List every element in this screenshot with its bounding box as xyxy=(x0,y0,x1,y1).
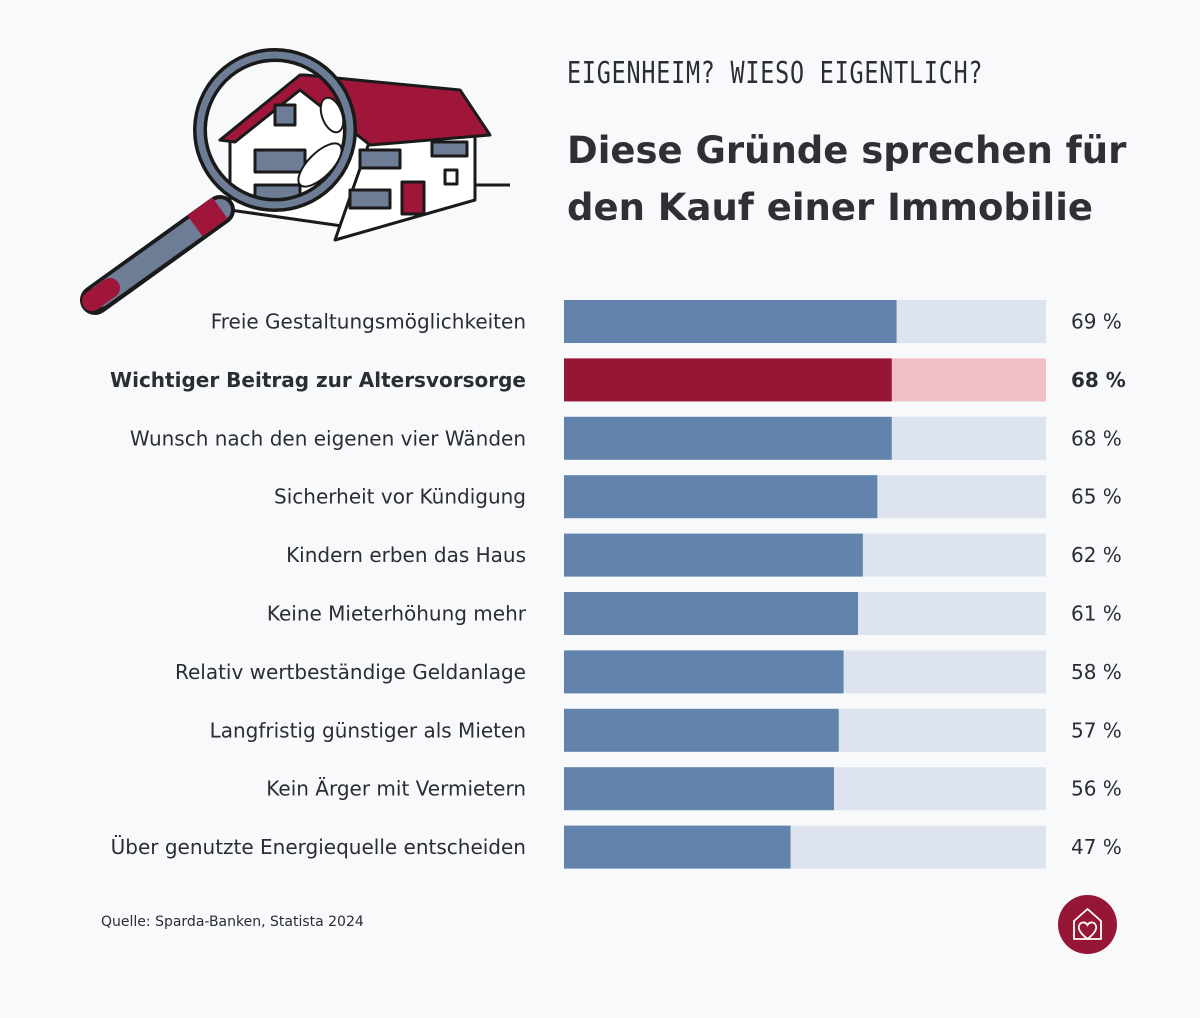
value-label: 58 % xyxy=(1071,660,1122,684)
category-label: Wichtiger Beitrag zur Altersvorsorge xyxy=(110,368,526,392)
category-label: Über genutzte Energiequelle entscheiden xyxy=(111,835,526,859)
value-label: 62 % xyxy=(1071,543,1122,567)
bar xyxy=(564,358,892,402)
category-label: Wunsch nach den eigenen vier Wänden xyxy=(130,426,526,450)
source-note: Quelle: Sparda-Banken, Statista 2024 xyxy=(101,914,364,930)
bar xyxy=(564,767,834,811)
magnifying-glass-icon xyxy=(80,48,357,315)
bar xyxy=(564,300,897,343)
category-label: Langfristig günstiger als Mieten xyxy=(210,718,526,742)
value-label: 56 % xyxy=(1071,777,1122,801)
bar xyxy=(564,825,791,869)
bar xyxy=(564,533,863,577)
value-label: 61 % xyxy=(1071,602,1122,626)
category-label: Relativ wertbeständige Geldanlage xyxy=(175,660,526,684)
category-label: Freie Gestaltungsmöglichkeiten xyxy=(211,310,526,334)
bar xyxy=(564,650,844,694)
category-label: Sicherheit vor Kündigung xyxy=(274,485,526,509)
kicker-text: EIGENHEIM? WIESO EIGENTLICH? xyxy=(567,56,984,91)
title-line-1: Diese Gründe sprechen für xyxy=(567,129,1127,172)
bar xyxy=(564,592,859,635)
bar xyxy=(564,416,892,460)
page-title: Diese Gründe sprechen für den Kauf einer… xyxy=(567,122,1167,236)
logo-badge xyxy=(1058,895,1117,954)
value-label: 57 % xyxy=(1071,718,1122,742)
bar xyxy=(564,708,839,752)
value-label: 68 % xyxy=(1071,426,1122,450)
value-label: 69 % xyxy=(1071,310,1122,334)
value-label: 68 % xyxy=(1071,368,1126,392)
house-icon xyxy=(218,73,510,242)
value-label: 65 % xyxy=(1071,485,1122,509)
title-line-2: den Kauf einer Immobilie xyxy=(567,186,1094,229)
house-magnifier-illustration xyxy=(80,48,510,315)
bar xyxy=(564,475,878,519)
category-label: Keine Mieterhöhung mehr xyxy=(267,602,527,626)
category-label: Kindern erben das Haus xyxy=(286,543,526,567)
category-label: Kein Ärger mit Vermietern xyxy=(266,777,526,801)
value-label: 47 % xyxy=(1071,835,1122,859)
house-heart-icon xyxy=(1073,908,1102,941)
